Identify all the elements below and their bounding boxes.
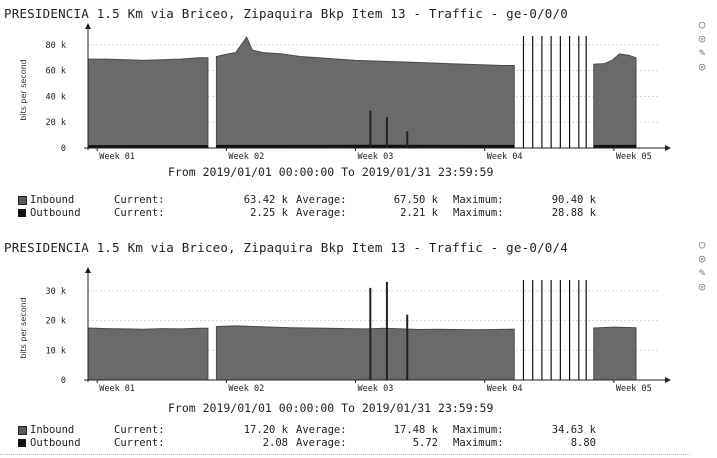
legend-series-name: Outbound — [30, 437, 81, 449]
maximum-value: 28.88 k — [551, 207, 596, 219]
y-axis-arrow — [85, 23, 91, 29]
current-label: Current: — [114, 207, 165, 219]
x-axis-arrow — [665, 377, 671, 383]
legend-series-name: Inbound — [30, 424, 75, 436]
y-tick-label: 30 k — [46, 287, 66, 297]
refresh-icon[interactable]: ◎ — [698, 32, 706, 45]
y-tick-label: 0 — [61, 144, 66, 154]
export-icon[interactable]: ◎ — [698, 60, 706, 73]
inbound-area — [87, 57, 209, 149]
y-axis-label: bits per second — [19, 297, 28, 359]
current-value: 2.25 k — [250, 207, 288, 219]
x-tick-label: Week 03 — [358, 152, 394, 162]
inbound-area — [593, 53, 637, 149]
traffic-graph: bits per second 0 20 k 40 k 60 k 80 k Week 01 W… — [19, 23, 671, 162]
y-tick-label: 40 k — [46, 92, 66, 102]
legend-series-name: Outbound — [30, 207, 81, 219]
y-tick-label: 0 — [61, 376, 66, 386]
x-tick-label: Week 05 — [616, 384, 652, 394]
y-tick-label: 10 k — [46, 346, 66, 356]
current-label: Current: — [114, 424, 165, 436]
maximum-label: Maximum: — [453, 207, 504, 219]
current-value: 63.42 k — [243, 194, 288, 206]
graph-panel: PRESIDENCIA 1.5 Km via Briceo, Zipaquira… — [0, 0, 690, 232]
y-tick-label: 80 k — [46, 41, 66, 51]
traffic-graph: bits per second 0 10 k 20 k 30 k Week 01 Week … — [19, 267, 671, 394]
average-value: 2.21 k — [400, 207, 438, 219]
average-value: 5.72 — [412, 437, 438, 449]
x-tick-label: Week 04 — [487, 152, 523, 162]
maximum-label: Maximum: — [453, 424, 504, 436]
x-tick-label: Week 01 — [99, 384, 135, 394]
graph-title: PRESIDENCIA 1.5 Km via Briceo, Zipaquira… — [4, 240, 568, 255]
x-tick-label: Week 04 — [487, 384, 523, 394]
x-tick-label: Week 02 — [228, 152, 264, 162]
y-axis-label: bits per second — [19, 59, 28, 121]
average-value: 67.50 k — [393, 194, 438, 206]
y-tick-label: 60 k — [46, 67, 66, 77]
x-axis-arrow — [665, 145, 671, 151]
period-label: From 2019/01/01 00:00:00 To 2019/01/31 2… — [168, 165, 494, 179]
inbound-swatch — [18, 426, 27, 435]
period-label: From 2019/01/01 00:00:00 To 2019/01/31 2… — [168, 401, 494, 415]
export-icon[interactable]: ◎ — [698, 280, 706, 293]
inbound-area — [215, 325, 515, 381]
x-tick-label: Week 03 — [358, 384, 394, 394]
current-value: 17.20 k — [243, 424, 288, 436]
inbound-area — [87, 327, 209, 381]
refresh-icon[interactable]: ◎ — [698, 252, 706, 265]
maximum-label: Maximum: — [453, 437, 504, 449]
x-tick-label: Week 01 — [99, 152, 135, 162]
average-label: Average: — [296, 194, 347, 206]
x-tick-label: Week 02 — [228, 384, 264, 394]
y-axis-arrow — [85, 267, 91, 273]
zoom-icon[interactable]: ○ — [698, 238, 706, 251]
divider — [0, 454, 690, 455]
x-tick-label: Week 05 — [616, 152, 652, 162]
zoom-icon[interactable]: ○ — [698, 18, 706, 31]
average-label: Average: — [296, 424, 347, 436]
inbound-area — [593, 326, 637, 381]
current-label: Current: — [114, 437, 165, 449]
y-tick-label: 20 k — [46, 317, 66, 327]
graph-title: PRESIDENCIA 1.5 Km via Briceo, Zipaquira… — [4, 6, 568, 21]
inbound-area — [215, 36, 515, 149]
average-label: Average: — [296, 437, 347, 449]
current-value: 2.08 — [262, 437, 288, 449]
edit-icon[interactable]: ✎ — [698, 46, 706, 59]
outbound-swatch — [18, 439, 26, 447]
maximum-value: 34.63 k — [551, 424, 596, 436]
maximum-value: 90.40 k — [551, 194, 596, 206]
average-value: 17.48 k — [393, 424, 438, 436]
edit-icon[interactable]: ✎ — [698, 266, 706, 279]
inbound-swatch — [18, 196, 27, 205]
maximum-value: 8.80 — [570, 437, 596, 449]
y-tick-label: 20 k — [46, 118, 66, 128]
maximum-label: Maximum: — [453, 194, 504, 206]
average-label: Average: — [296, 207, 347, 219]
current-label: Current: — [114, 194, 165, 206]
graph-panel: PRESIDENCIA 1.5 Km via Briceo, Zipaquira… — [0, 234, 690, 456]
legend-series-name: Inbound — [30, 194, 75, 206]
outbound-swatch — [18, 209, 26, 217]
